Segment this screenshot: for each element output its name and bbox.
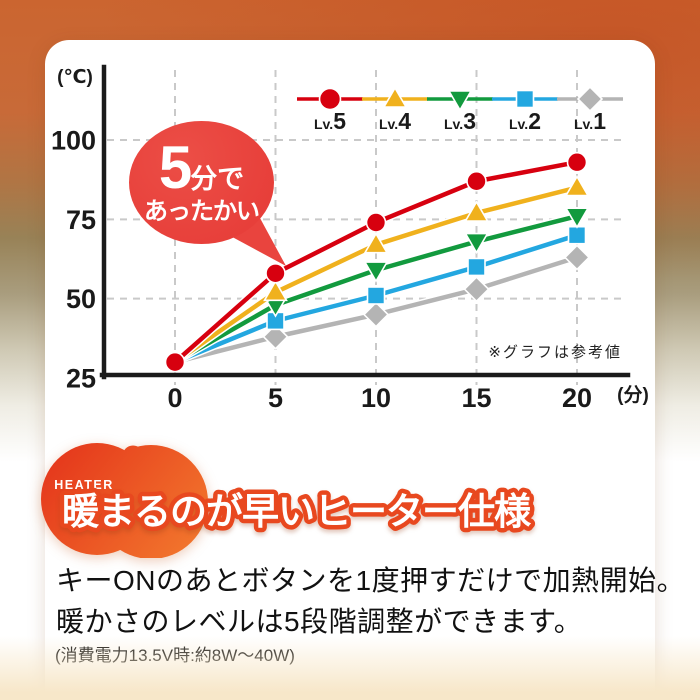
series-marker-Lv.5 [265,262,286,284]
legend-item-Lv.5: Lv.5 [297,87,363,134]
series-marker-Lv.4 [464,200,489,222]
blob-dot [122,445,144,467]
series-marker-Lv.3 [564,207,590,229]
series-marker-Lv.5 [365,212,387,233]
power-consumption-note: (消費電力13.5V時:約8W〜40W) [55,646,295,665]
chart-axes: 100 75 50 25 0 5 10 15 20 [51,64,631,413]
series-marker-Lv.5 [466,170,487,192]
series-marker-Lv.1 [563,244,591,271]
series-marker-Lv.3 [464,232,489,255]
warmup-temperature-chart: Lv.5 Lv.4 Lv.3 Lv.2 Lv.1 100 75 50 25 0 5 10 15 20 (… [51,64,649,413]
heater-badge-label: HEATER [54,478,113,492]
y-axis-unit-label: (℃) [57,67,93,88]
legend-item-Lv.1: Lv.1 [557,85,623,134]
legend-marker-Lv.3 [447,90,473,112]
series-marker-Lv.4 [564,175,590,197]
series-marker-Lv.3 [363,261,389,283]
series-marker-Lv.2 [366,286,386,305]
bubble-line2: あったかい [144,198,260,226]
chart-reference-note: ※グラフは参考値 [488,344,622,361]
series-marker-Lv.4 [263,279,288,302]
legend-label-Lv.1: Lv.1 [574,108,606,134]
legend-marker-Lv.2 [515,89,535,109]
legend-item-Lv.2: Lv.2 [492,89,558,134]
legend-label-Lv.4: Lv.4 [379,108,411,134]
legend-label-Lv.2: Lv.2 [509,108,541,134]
body-text-line1: キーONのあとボタンを1度押すだけで加熱開始。 [56,565,686,596]
x-tick-0: 0 [167,383,182,413]
legend-marker-Lv.4 [382,86,408,108]
legend-item-Lv.4: Lv.4 [362,86,428,134]
section-heading: 暖まるのが早いヒーター仕様 [62,491,532,532]
bubble-minutes-unit: 分で [190,164,245,195]
section-heading-svg: 暖まるのが早いヒーター仕様 [58,487,538,537]
x-tick-5: 5 [268,383,283,413]
x-tick-15: 15 [461,383,491,413]
legend-item-Lv.3: Lv.3 [427,90,493,134]
series-marker-Lv.1 [463,276,490,303]
series-marker-Lv.1 [362,301,390,328]
bubble-minutes-number: 5 [158,134,192,202]
y-tick-25: 25 [66,364,96,394]
series-marker-Lv.5 [566,151,588,173]
x-tick-10: 10 [361,383,391,413]
legend-label-Lv.5: Lv.5 [314,108,346,134]
heater-badge-blob: HEATER [41,443,208,558]
y-tick-100: 100 [51,126,96,156]
x-tick-20: 20 [562,383,592,413]
legend-label-Lv.3: Lv.3 [444,108,476,134]
y-tick-75: 75 [66,205,96,235]
chart-legend: Lv.5 Lv.4 Lv.3 Lv.2 Lv.1 [297,85,623,134]
bubble-line1: 5 分で [158,134,245,202]
x-axis-unit-label: (分) [617,384,649,406]
body-text-line2: 暖かさのレベルは5段階調整ができます。 [56,606,583,637]
legend-marker-Lv.5 [318,87,342,111]
legend-marker-Lv.1 [576,85,604,113]
series-marker-Lv.2 [467,257,486,277]
series-marker-Lv.4 [363,232,389,254]
speech-bubble: 5 分で あったかい [129,121,274,244]
series-marker-Lv.5 [164,351,186,373]
series-marker-Lv.2 [567,225,587,245]
y-tick-50: 50 [66,284,96,314]
blob-circle-right [94,445,208,558]
chart-series [164,151,591,373]
